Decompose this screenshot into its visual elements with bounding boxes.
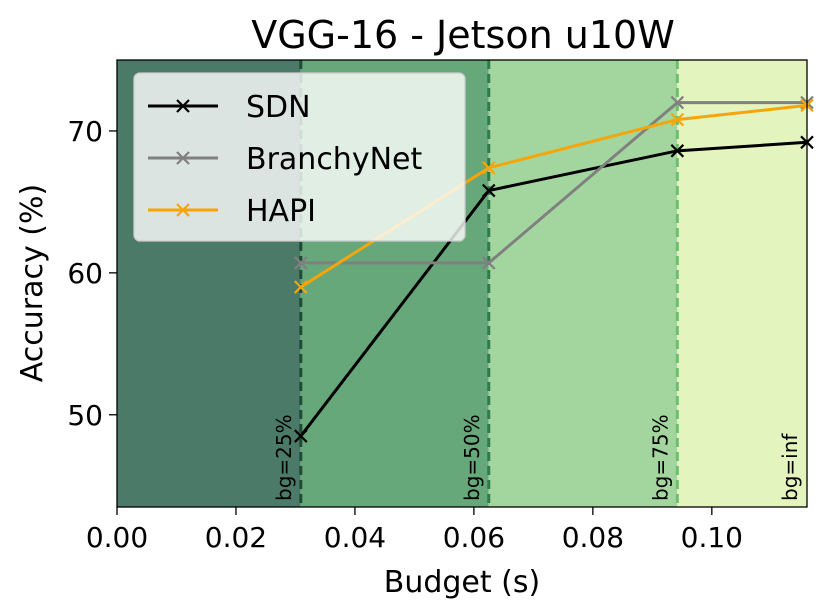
data-point-branchynet-1 <box>481 256 496 270</box>
data-point-hapi-1 <box>481 161 496 175</box>
y-axis-label: Accuracy (%) <box>15 184 50 382</box>
x-tick-label-1: 0.02 <box>205 521 267 554</box>
legend-label-branchynet: BranchyNet <box>246 142 422 177</box>
y-tick-label-2: 70 <box>67 115 103 148</box>
data-point-sdn-0 <box>294 429 308 443</box>
plot-frame <box>116 59 808 508</box>
legend-item-branchynet: BranchyNet <box>148 142 422 177</box>
x-tick-label-3: 0.06 <box>443 521 505 554</box>
chart-title: VGG-16 - Jetson u10W <box>251 13 675 57</box>
series-line-sdn <box>299 140 808 437</box>
band-bg-inf <box>677 60 807 507</box>
x-tick-label-5: 0.10 <box>681 521 743 554</box>
legend-item-sdn: SDN <box>148 90 311 125</box>
legend-marker-branchynet <box>176 151 190 165</box>
x-tick-label-4: 0.08 <box>562 521 624 554</box>
band-label-bg-25: bg=25% <box>272 414 296 501</box>
legend: SDN BranchyNet HAPI <box>133 72 466 242</box>
legend-label-sdn: SDN <box>246 90 311 125</box>
band-labels: bg=25% bg=50% bg=75% bg=inf <box>272 414 802 501</box>
band-label-bg-75: bg=75% <box>648 414 672 501</box>
band-label-bg-50: bg=50% <box>460 414 484 501</box>
data-point-hapi-2 <box>670 112 685 127</box>
data-point-branchynet-2 <box>670 95 685 110</box>
band-bg-75 <box>488 60 678 507</box>
x-axis-label: Budget (s) <box>384 565 540 600</box>
x-tick-label-0: 0.00 <box>86 521 148 554</box>
legend-box <box>133 72 466 242</box>
y-axis-ticks: 50 60 70 <box>67 115 117 432</box>
series-lines <box>294 95 814 443</box>
legend-label-hapi: HAPI <box>246 194 316 229</box>
legend-marker-hapi <box>176 203 190 217</box>
x-tick-label-2: 0.04 <box>324 521 386 554</box>
series-line-branchynet <box>300 101 807 265</box>
band-label-bg-inf: bg=inf <box>778 433 802 501</box>
x-axis-ticks: 0.00 0.02 0.04 0.06 0.08 0.10 <box>86 507 743 554</box>
legend-item-hapi: HAPI <box>148 194 316 229</box>
data-point-sdn-1 <box>481 183 496 198</box>
data-point-branchynet-0 <box>294 256 308 270</box>
y-tick-label-0: 50 <box>67 399 103 432</box>
y-tick-label-1: 60 <box>67 257 103 290</box>
data-point-hapi-0 <box>294 280 308 294</box>
legend-marker-sdn <box>176 99 190 113</box>
series-branchynet <box>294 95 814 270</box>
data-point-sdn-2 <box>670 144 685 158</box>
